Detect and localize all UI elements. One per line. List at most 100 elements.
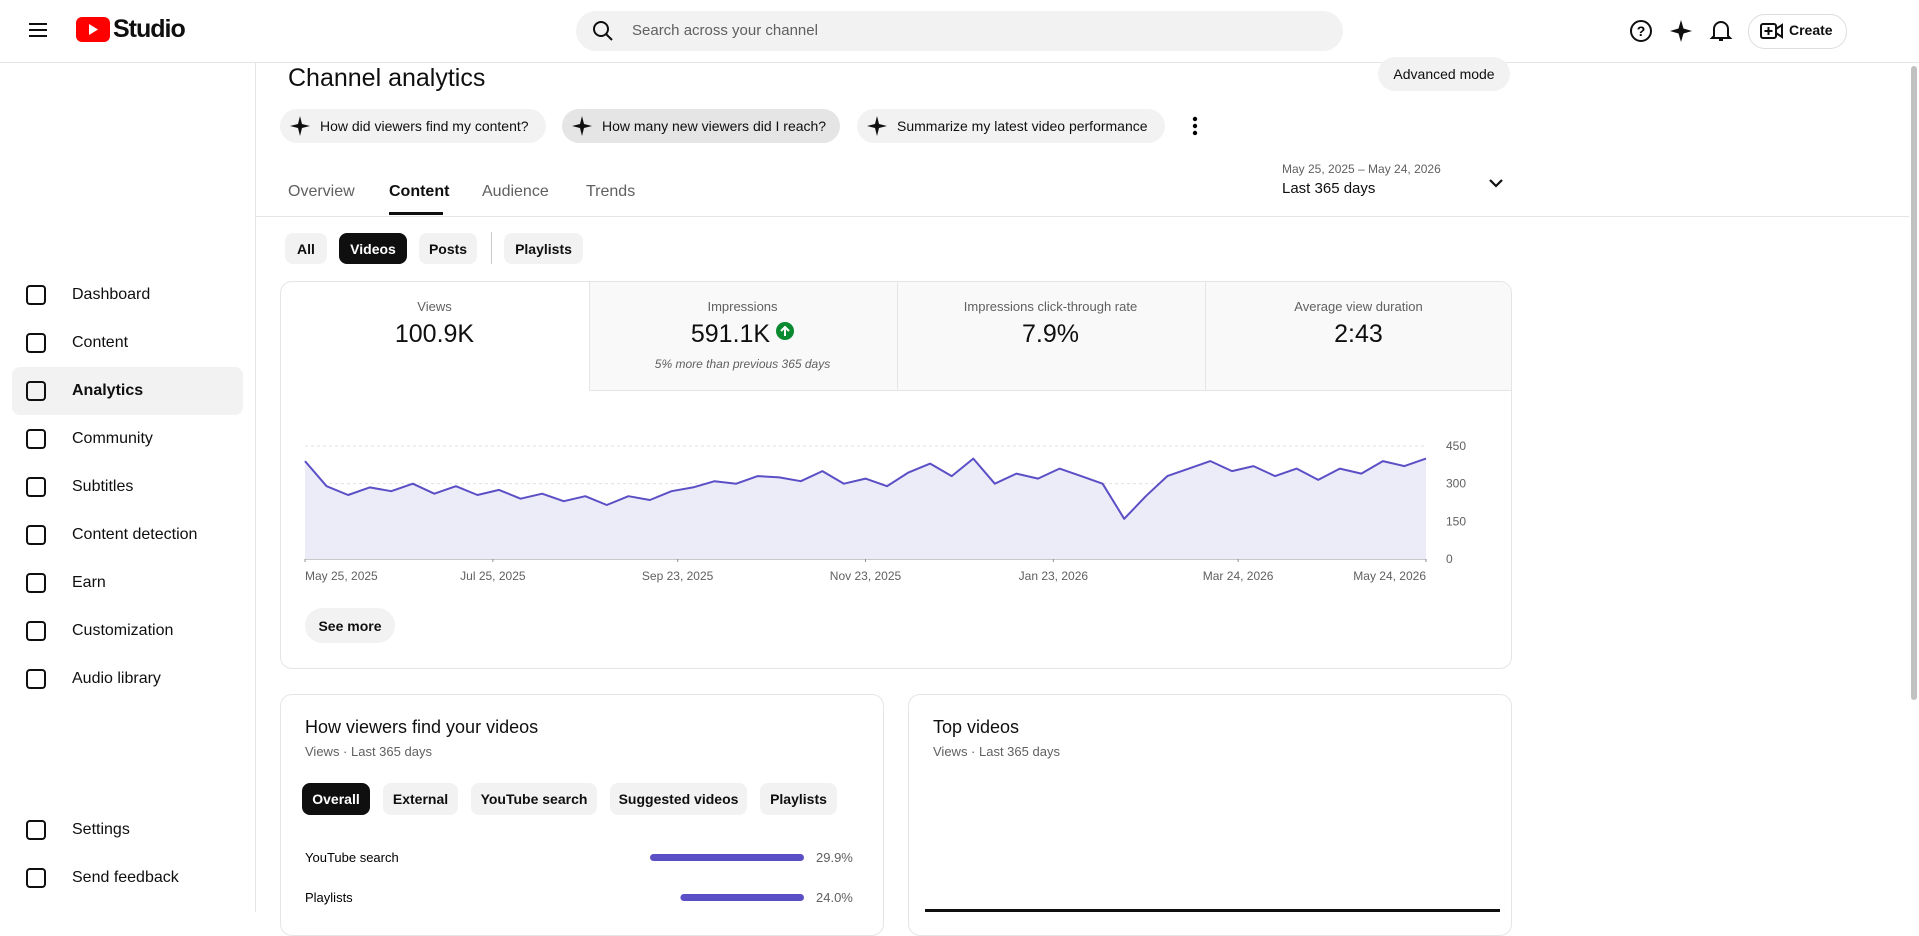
- suggestion-chip[interactable]: How many new viewers did I reach?: [562, 109, 840, 143]
- advanced-mode-button[interactable]: Advanced mode: [1378, 57, 1510, 91]
- suggestion-label[interactable]: How many new viewers did I reach?: [602, 118, 827, 134]
- traffic-filter-chip[interactable]: External: [383, 783, 458, 815]
- metric-tile[interactable]: Impressions click-through rate 7.9%: [897, 282, 1204, 389]
- logo-text[interactable]: Studio: [113, 15, 186, 43]
- metric-value: 100.9K: [281, 320, 588, 349]
- nav-icon: [26, 669, 46, 689]
- traffic-title: How viewers find your videos: [305, 717, 539, 737]
- menu-button[interactable]: [26, 18, 50, 42]
- notifications-icon[interactable]: [1709, 18, 1733, 44]
- tab[interactable]: Overview: [288, 183, 355, 200]
- filter-chip[interactable]: Videos: [339, 233, 407, 264]
- x-tick-label: Sep 23, 2025: [642, 569, 714, 583]
- tile-divider: [897, 282, 898, 390]
- traffic-filter-chip[interactable]: Suggested videos: [610, 783, 747, 815]
- date-range[interactable]: May 25, 2025 – May 24, 2026: [1282, 162, 1441, 176]
- nav-item[interactable]: Community: [72, 430, 153, 447]
- ai-icon[interactable]: [1669, 19, 1693, 43]
- metric-note: 5% more than previous 365 days: [654, 357, 831, 371]
- suggestion-label[interactable]: Summarize my latest video performance: [897, 118, 1148, 134]
- date-dropdown[interactable]: [1484, 171, 1508, 195]
- filter-chip[interactable]: Playlists: [504, 233, 583, 264]
- metric-label: Impressions: [707, 299, 778, 314]
- tile-divider: [589, 282, 590, 390]
- metric-tile[interactable]: Views 100.9K: [281, 282, 588, 389]
- trend-up-icon: [776, 322, 795, 340]
- nav-item[interactable]: Audio library: [72, 670, 161, 687]
- metric-label: Views: [417, 299, 452, 314]
- scrollbar-thumb[interactable]: [1911, 66, 1917, 700]
- bar-value-label: 24.0%: [816, 890, 853, 905]
- suggestion-label[interactable]: How did viewers find my content?: [320, 118, 529, 134]
- tab[interactable]: Content: [389, 183, 450, 200]
- filter-chip[interactable]: All: [285, 233, 327, 264]
- create-label[interactable]: Create: [1789, 22, 1833, 38]
- nav-icon: [26, 868, 46, 888]
- tabs-divider: [255, 216, 1909, 217]
- bar: [650, 854, 804, 861]
- nav-item[interactable]: Customization: [72, 622, 174, 639]
- help-icon[interactable]: ?: [1629, 19, 1653, 43]
- filter-divider: [491, 232, 492, 264]
- x-tick-label: May 25, 2025: [305, 569, 378, 583]
- date-period[interactable]: Last 365 days: [1282, 180, 1376, 197]
- bar-value-label: 29.9%: [816, 850, 853, 865]
- logo-icon[interactable]: [76, 17, 110, 42]
- metric-value-text: 7.9%: [1022, 320, 1079, 348]
- metric-tile[interactable]: Average view duration 2:43: [1205, 282, 1512, 389]
- nav-item[interactable]: Subtitles: [72, 478, 134, 495]
- nav-item[interactable]: Analytics: [72, 382, 144, 399]
- tab-underline: [389, 212, 443, 215]
- search-bar[interactable]: [576, 11, 1343, 51]
- svg-text:?: ?: [1637, 23, 1646, 39]
- spark-icon: [867, 116, 887, 136]
- filter-chip[interactable]: Posts: [419, 233, 477, 264]
- y-tick-label: 0: [1446, 552, 1453, 566]
- traffic-filter-chip[interactable]: Playlists: [760, 783, 837, 815]
- nav-item[interactable]: Content detection: [72, 526, 198, 543]
- traffic-filter-chip[interactable]: Overall: [302, 783, 370, 815]
- spark-icon: [290, 116, 310, 136]
- see-more-button[interactable]: See more: [305, 608, 395, 643]
- nav-item[interactable]: Earn: [72, 574, 106, 591]
- tab[interactable]: Trends: [586, 183, 636, 200]
- nav-icon: [26, 477, 46, 497]
- metric-value: 591.1K: [589, 320, 896, 349]
- tile-divider: [1205, 282, 1206, 390]
- top-videos-subtitle: Views · Last 365 days: [933, 744, 1060, 759]
- nav-icon: [26, 573, 46, 593]
- tab[interactable]: Audience: [482, 183, 549, 200]
- nav-item[interactable]: Settings: [72, 821, 130, 838]
- suggestion-chip[interactable]: Summarize my latest video performance: [857, 109, 1165, 143]
- area-fill: [305, 458, 1426, 559]
- x-tick-label: Mar 24, 2026: [1203, 569, 1274, 583]
- nav-item[interactable]: Content: [72, 334, 129, 351]
- nav-item[interactable]: Send feedback: [72, 869, 179, 886]
- metric-value-text: 591.1K: [690, 320, 771, 348]
- nav-selected-bg: [12, 367, 243, 415]
- spark-icon: [572, 116, 592, 136]
- page-title: Channel analytics: [288, 64, 486, 92]
- metric-value-text: 100.9K: [394, 320, 475, 348]
- nav-icon: [26, 333, 46, 353]
- x-tick-label: May 24, 2026: [1353, 569, 1426, 583]
- nav-icon: [26, 381, 46, 401]
- top-videos-title: Top videos: [933, 717, 1020, 737]
- nav-item[interactable]: Dashboard: [72, 286, 151, 303]
- traffic-filter-chip[interactable]: YouTube search: [471, 783, 597, 815]
- y-tick-label: 450: [1446, 439, 1466, 453]
- bar: [680, 894, 804, 901]
- sidebar: [0, 62, 256, 912]
- nav-icon: [26, 525, 46, 545]
- bar-category: Playlists: [305, 890, 353, 905]
- metric-tile[interactable]: Impressions 591.1K 5% more than previous 3…: [589, 282, 896, 389]
- nav-icon: [26, 285, 46, 305]
- suggestion-chip[interactable]: How did viewers find my content?: [280, 109, 546, 143]
- nav-icon: [26, 429, 46, 449]
- metric-value: 7.9%: [897, 320, 1204, 349]
- nav-icon: [26, 820, 46, 840]
- create-button[interactable]: [1748, 14, 1847, 49]
- more-button[interactable]: [1185, 114, 1205, 138]
- search-icon: [593, 21, 613, 41]
- x-tick-label: Jul 25, 2025: [460, 569, 526, 583]
